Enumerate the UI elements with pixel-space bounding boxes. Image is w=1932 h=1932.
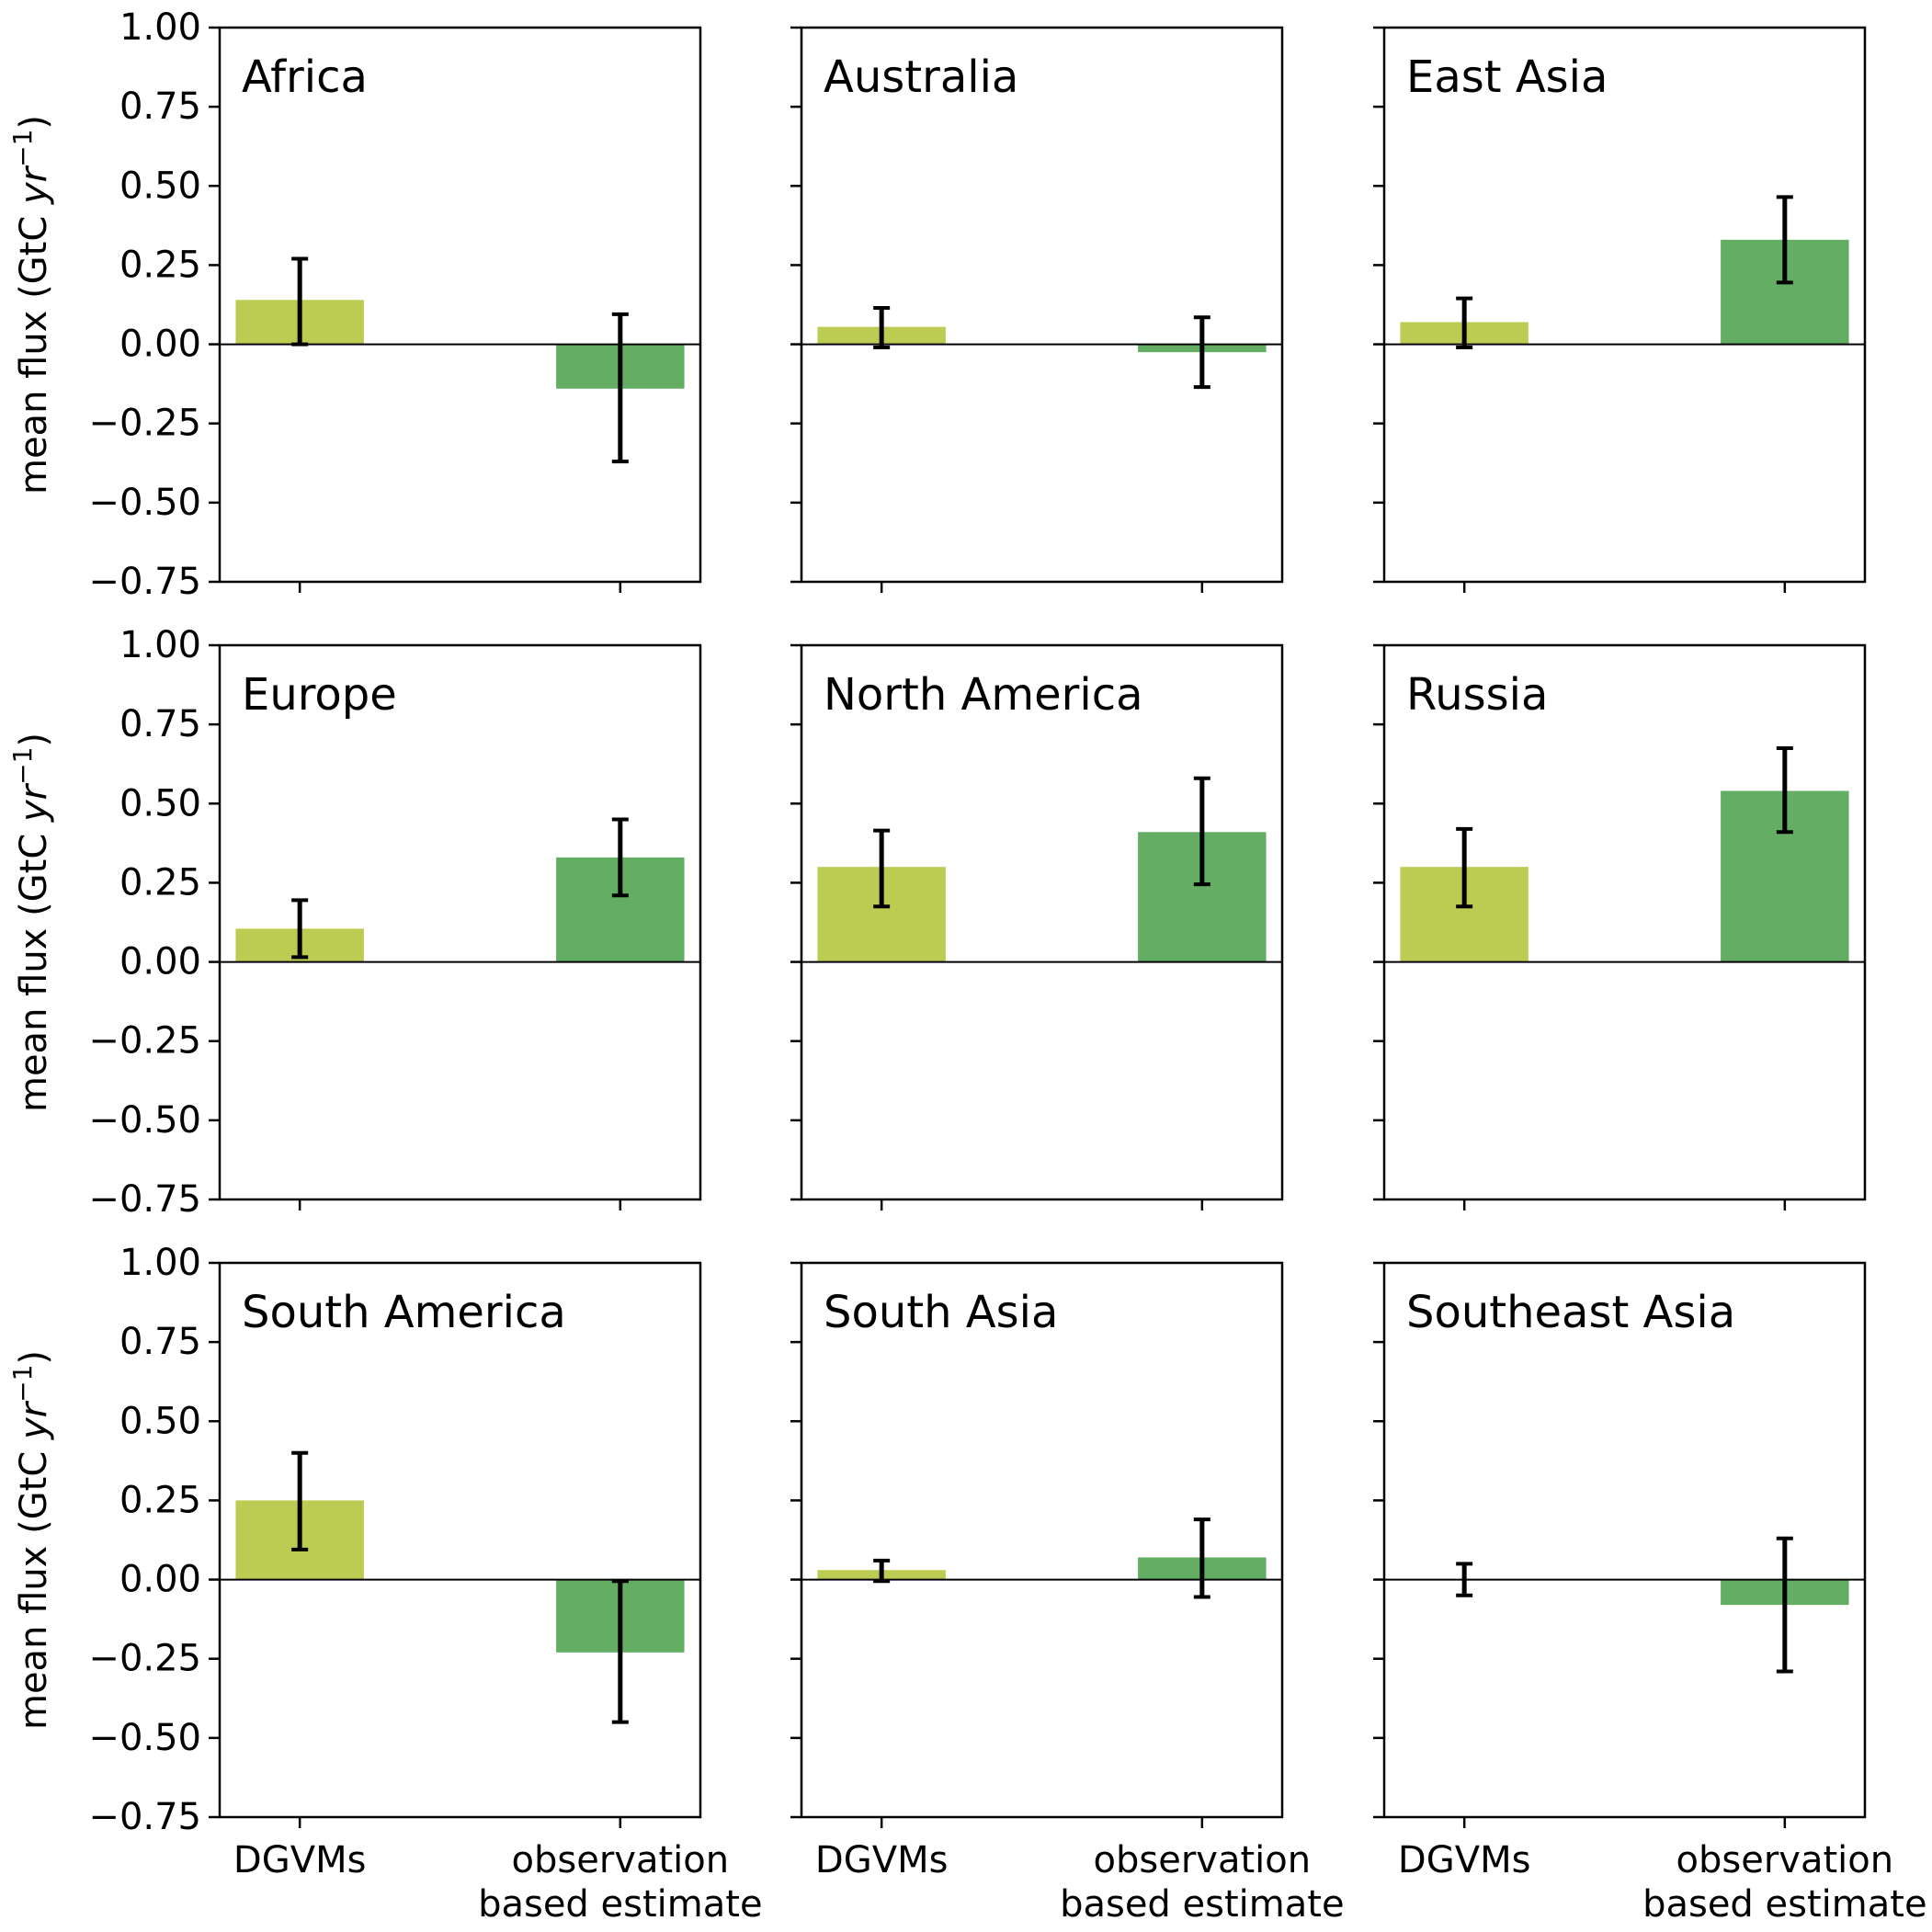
panel-frame [800, 26, 1284, 584]
panel-frame [218, 26, 702, 584]
y-tick-label: 1.00 [119, 1242, 201, 1284]
x-tick-label: DGVMs [233, 1839, 367, 1881]
panel-europe: −0.75 −0.50 −0.25 0.00 0.25 0.50 0.75 1.00 Europ… [7, 624, 702, 1221]
error-bar [291, 898, 309, 960]
panel-title: Southeast Asia [1406, 1287, 1735, 1338]
y-tick-label: −0.75 [88, 1796, 201, 1838]
y-tick-label: −0.75 [88, 561, 201, 603]
x-tick-label: based estimate [1060, 1883, 1344, 1926]
y-tick-label: 0.75 [119, 1321, 201, 1363]
x-tick-label: observation [1676, 1839, 1894, 1881]
panel-russia: Russia [1373, 643, 1867, 1210]
panel-title: Russia [1406, 669, 1548, 721]
x-tick-label: observation [1094, 1839, 1312, 1881]
y-tick-label: −0.25 [88, 1020, 201, 1063]
y-tick-label: 0.25 [119, 1479, 201, 1521]
error-bar [1193, 315, 1210, 390]
y-tick-label: 0.00 [119, 324, 201, 366]
panel-frame [1382, 643, 1867, 1201]
x-tick-label: observation [512, 1839, 730, 1881]
panel-australia: Australia [790, 26, 1284, 593]
y-tick-label: −0.25 [88, 1638, 201, 1680]
y-tick-label: 0.25 [119, 244, 201, 286]
error-bar [1776, 195, 1793, 285]
x-tick-label: DGVMs [1398, 1839, 1531, 1881]
y-tick-label: −0.50 [88, 1717, 201, 1759]
y-tick-label: 0.00 [119, 1559, 201, 1601]
panel-frame [800, 1261, 1284, 1819]
y-tick-label: 0.50 [119, 1400, 201, 1442]
error-bar [291, 1450, 309, 1551]
panel-south-america: −0.75 −0.50 −0.25 0.00 0.25 0.50 0.75 1.00 DGVMs… [7, 1242, 763, 1926]
panel-title: South Asia [824, 1287, 1058, 1338]
y-tick-label: 1.00 [119, 6, 201, 49]
panel-title: Africa [242, 51, 368, 103]
panel-africa: −0.75 −0.50 −0.25 0.00 0.25 0.50 0.75 1.00 Afric… [7, 6, 702, 603]
error-bar [1193, 776, 1210, 887]
panel-title: East Asia [1406, 51, 1608, 103]
error-bar [1776, 1536, 1793, 1674]
panel-title: Australia [824, 51, 1018, 103]
y-axis-label: mean flux (GtC yr−1) [7, 1350, 55, 1730]
error-bar [1776, 745, 1793, 835]
y-tick-label: −0.50 [88, 1099, 201, 1142]
y-axis-label: mean flux (GtC yr−1) [7, 733, 55, 1112]
error-bar [1456, 296, 1473, 350]
error-bar [873, 305, 891, 350]
error-bar [291, 256, 309, 347]
y-tick-label: −0.75 [88, 1178, 201, 1221]
x-tick-label: DGVMs [815, 1839, 949, 1881]
error-bar [873, 1558, 891, 1584]
panel-frame [218, 1261, 702, 1819]
panel-title: Europe [242, 669, 397, 721]
x-tick-label: based estimate [1642, 1883, 1926, 1926]
y-tick-label: 0.50 [119, 782, 201, 824]
y-tick-label: −0.50 [88, 482, 201, 524]
error-bar [1193, 1517, 1210, 1599]
panel-title: North America [824, 669, 1143, 721]
error-bar [873, 828, 891, 909]
error-bar [611, 312, 629, 464]
y-tick-label: 0.75 [119, 703, 201, 745]
error-bar [1456, 826, 1473, 909]
panel-frame [1382, 26, 1867, 584]
error-bar [611, 1579, 629, 1724]
error-bar [611, 817, 629, 898]
panel-north-america: North America [790, 643, 1284, 1210]
y-tick-label: 1.00 [119, 624, 201, 666]
y-tick-label: 0.75 [119, 85, 201, 128]
panel-title: South America [242, 1287, 566, 1338]
panel-frame [800, 643, 1284, 1201]
y-axis-label: mean flux (GtC yr−1) [7, 115, 55, 494]
y-tick-label: 0.50 [119, 165, 201, 207]
x-tick-label: based estimate [478, 1883, 762, 1926]
panel-east-asia: East Asia [1373, 26, 1867, 593]
panel-frame [1382, 1261, 1867, 1819]
y-tick-label: 0.25 [119, 861, 201, 903]
y-tick-label: 0.00 [119, 941, 201, 983]
error-bar [1456, 1562, 1473, 1597]
y-tick-label: −0.25 [88, 403, 201, 445]
panel-frame [218, 643, 702, 1201]
